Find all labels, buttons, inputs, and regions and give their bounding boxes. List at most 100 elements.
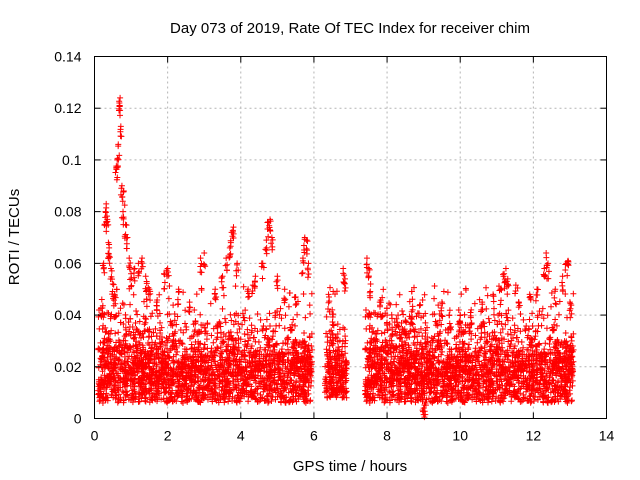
data-point: [269, 333, 276, 340]
data-point: [301, 329, 308, 336]
data-point: [504, 330, 511, 337]
data-point: [299, 386, 306, 393]
data-point: [178, 398, 185, 405]
data-point: [266, 369, 273, 376]
data-point: [294, 311, 301, 318]
data-point: [474, 339, 481, 346]
data-point: [248, 383, 255, 390]
data-point: [273, 340, 280, 347]
data-point: [484, 292, 491, 299]
data-point: [183, 324, 190, 331]
data-point: [419, 333, 426, 340]
data-point: [220, 292, 227, 299]
data-point: [114, 372, 121, 379]
data-point: [568, 302, 575, 309]
data-point: [125, 355, 132, 362]
data-point: [134, 311, 141, 318]
data-point: [305, 379, 312, 386]
data-point: [216, 384, 223, 391]
data-point: [306, 398, 313, 405]
data-point: [157, 330, 164, 337]
data-point: [155, 354, 162, 361]
data-point: [483, 305, 490, 312]
data-point: [208, 348, 215, 355]
data-point: [517, 311, 524, 318]
data-point: [256, 357, 263, 364]
data-point: [421, 291, 428, 298]
data-point: [133, 325, 140, 332]
data-point: [276, 311, 283, 318]
data-point: [341, 326, 348, 333]
data-point: [153, 333, 160, 340]
data-point: [125, 396, 132, 403]
data-point: [111, 355, 118, 362]
data-point: [225, 341, 232, 348]
data-point: [529, 323, 536, 330]
data-point: [478, 330, 485, 337]
data-point: [241, 317, 248, 324]
data-point: [201, 341, 208, 348]
data-point: [472, 348, 479, 355]
data-point: [99, 326, 106, 333]
data-point: [245, 337, 252, 344]
data-point: [490, 311, 497, 318]
data-point: [287, 324, 294, 331]
data-point: [170, 302, 177, 309]
data-point: [244, 331, 251, 338]
data-point: [143, 303, 150, 310]
data-point: [140, 313, 147, 320]
data-point: [222, 333, 229, 340]
data-point: [287, 327, 294, 334]
data-point: [177, 337, 184, 344]
data-point: [327, 284, 334, 291]
data-point: [279, 376, 286, 383]
data-point: [431, 295, 438, 302]
data-point: [271, 346, 278, 353]
data-point: [129, 399, 136, 406]
data-point: [323, 346, 330, 353]
data-point: [334, 321, 341, 328]
data-point: [251, 334, 258, 341]
data-point: [247, 345, 254, 352]
data-point: [211, 375, 218, 382]
data-point: [308, 330, 315, 337]
data-point: [440, 288, 447, 295]
data-point: [185, 385, 192, 392]
data-point: [107, 331, 114, 338]
data-point: [207, 300, 214, 307]
data-point: [290, 316, 297, 323]
data-point: [119, 378, 126, 385]
data-point: [240, 283, 247, 290]
data-point: [241, 330, 248, 337]
data-point: [380, 286, 387, 293]
data-point: [97, 388, 104, 395]
data-point: [511, 322, 518, 329]
data-point: [187, 335, 194, 342]
data-point: [142, 327, 149, 334]
data-point: [167, 347, 174, 354]
data-point: [211, 388, 218, 395]
data-point: [152, 374, 159, 381]
data-point: [171, 317, 178, 324]
data-point: [465, 345, 472, 352]
data-point: [161, 376, 168, 383]
data-point: [288, 377, 295, 384]
data-point: [292, 322, 298, 329]
data-point: [387, 301, 394, 308]
data-point: [136, 339, 143, 346]
data-point: [198, 286, 205, 293]
data-point: [204, 320, 211, 327]
data-point: [260, 323, 267, 330]
data-point: [293, 378, 300, 385]
data-point: [210, 339, 217, 346]
data-point: [278, 315, 285, 322]
data-point: [277, 373, 284, 380]
data-point: [195, 373, 202, 380]
data-point: [209, 398, 216, 405]
data-point: [130, 357, 137, 364]
data-point: [131, 334, 138, 341]
data-point: [247, 350, 254, 357]
data-point: [227, 380, 234, 387]
data-point: [197, 368, 204, 375]
